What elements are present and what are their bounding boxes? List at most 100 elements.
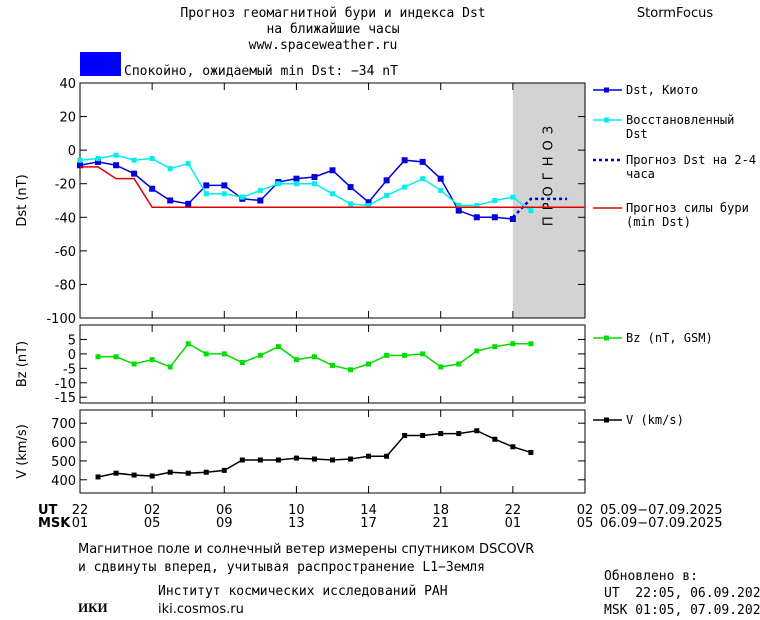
legend-entry: Dst, Киото — [626, 83, 699, 97]
point — [509, 215, 516, 222]
point — [401, 157, 408, 164]
point — [330, 457, 335, 463]
logo: ИКИ — [78, 600, 108, 615]
point — [491, 214, 498, 221]
point — [293, 175, 300, 182]
point — [330, 191, 335, 197]
point — [149, 156, 155, 162]
point — [438, 364, 444, 370]
date-range: 06.09−07.09.2025 — [600, 516, 723, 531]
point — [329, 167, 336, 174]
note: Магнитное поле и солнечный ветер измерен… — [78, 542, 534, 557]
title: на ближайшие часы — [266, 22, 399, 37]
point — [257, 457, 263, 463]
point — [293, 357, 299, 363]
point — [257, 197, 264, 204]
point — [347, 184, 354, 191]
point — [131, 472, 137, 478]
status: Спокойно, ожидаемый min Dst: −34 nT — [124, 64, 398, 79]
y-tick-label: -80 — [55, 278, 76, 293]
series-line — [80, 166, 585, 208]
x-tick-label: 17 — [360, 516, 377, 531]
point — [257, 187, 263, 193]
point — [474, 428, 480, 434]
title: Прогноз геомагнитной бури и индекса Dst — [180, 6, 485, 21]
institute-url: iki.cosmos.ru — [158, 602, 244, 617]
point — [203, 469, 209, 475]
point — [239, 194, 245, 200]
date-range: 05.09−07.09.2025 — [600, 503, 723, 518]
y-tick-label: 40 — [59, 77, 76, 92]
legend-marker — [604, 117, 609, 123]
y-tick-label: 400 — [51, 474, 76, 489]
point — [510, 341, 516, 347]
point — [95, 158, 102, 165]
point — [383, 177, 390, 184]
y-tick-label: 500 — [51, 455, 76, 470]
point — [221, 182, 228, 189]
note: и сдвинуты вперед, учитывая распростране… — [78, 560, 485, 575]
y-tick-label: 600 — [51, 436, 76, 451]
point — [438, 431, 444, 437]
status-box — [80, 52, 121, 76]
y-tick-label: 0 — [68, 348, 76, 363]
x-tick-label: 13 — [288, 516, 305, 531]
series-line — [511, 197, 567, 219]
point — [492, 344, 498, 350]
point — [438, 187, 444, 193]
y-axis-label: V (km/s) — [15, 424, 30, 479]
institute: Институт космических исследований РАН — [158, 584, 448, 599]
point — [95, 156, 101, 162]
x-tick-label: 05 — [577, 516, 594, 531]
updated: UT 22:05, 06.09.2025 — [604, 586, 760, 601]
y-axis-label: Bz (nT) — [15, 341, 30, 387]
point — [528, 341, 534, 347]
y-tick-label: -15 — [55, 391, 76, 406]
y-axis-label: Dst (nT) — [15, 174, 30, 226]
x-tick-label: 02 — [577, 503, 594, 518]
point — [203, 191, 209, 197]
point — [456, 203, 462, 209]
x-tick-label: 01 — [72, 516, 89, 531]
point — [402, 352, 408, 358]
x-tick-label: 21 — [432, 516, 449, 531]
point — [474, 348, 480, 354]
point — [113, 162, 120, 169]
point — [348, 456, 354, 462]
point — [348, 367, 354, 373]
point — [185, 341, 191, 347]
y-tick-label: 20 — [59, 111, 76, 126]
point — [203, 351, 209, 357]
point — [528, 208, 534, 214]
x-tick-label: 02 — [144, 503, 161, 518]
point — [275, 344, 281, 350]
point — [95, 474, 101, 480]
point — [528, 449, 534, 455]
y-tick-label: 5 — [68, 333, 76, 348]
point — [275, 181, 281, 187]
point — [420, 351, 426, 357]
y-tick-label: 0 — [68, 144, 76, 159]
point — [510, 444, 516, 450]
point — [510, 194, 516, 200]
x-tick-label: 09 — [216, 516, 233, 531]
url: www.spaceweather.ru — [249, 38, 398, 53]
x-tick-label: 10 — [288, 503, 305, 518]
series-line — [79, 159, 513, 220]
point — [257, 352, 263, 358]
point — [492, 436, 498, 442]
x-tick-label: 14 — [360, 503, 377, 518]
legend-marker — [604, 335, 609, 341]
point — [384, 352, 390, 358]
point — [221, 467, 227, 473]
updated: Обновлено в: — [604, 569, 698, 584]
point — [473, 214, 480, 221]
point — [402, 184, 408, 190]
point — [366, 453, 372, 459]
point — [131, 170, 138, 177]
point — [149, 473, 155, 479]
y-tick-label: -100 — [46, 312, 76, 327]
legend-entry: Восстановленный Dst — [626, 113, 735, 141]
legend-entry: Прогноз силы бури (min Dst) — [626, 201, 749, 229]
x-tick-label: 22 — [72, 503, 89, 518]
